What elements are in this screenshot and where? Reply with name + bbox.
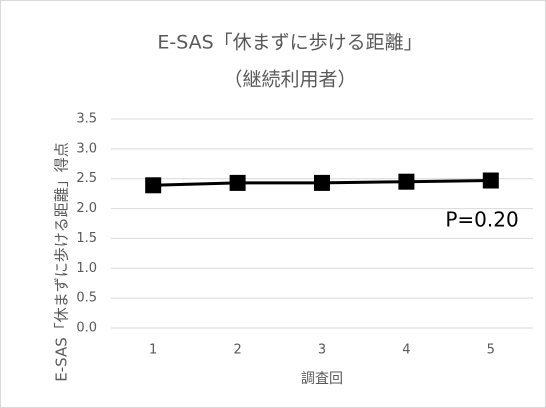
y-tick-label: 0.5 [76,291,97,306]
x-tick-label: 3 [318,343,326,358]
x-tick-label: 5 [487,343,495,358]
y-axis-label: E-SAS「休まずに歩ける距離」得点 [53,142,71,381]
marker [145,177,162,194]
marker [482,172,499,189]
y-tick-label: 3.5 [76,112,97,127]
x-tick-label: 1 [149,343,157,358]
marker [229,174,246,191]
chart-title: E-SAS「休まずに歩ける距離」 [157,32,422,54]
x-tick-label: 4 [402,343,410,358]
marker [314,174,330,191]
chart-subtitle: （継続利用者） [223,69,356,91]
y-tick-label: 1.5 [76,231,97,246]
annotation: P=0.20 [445,208,518,232]
marker [398,173,415,190]
x-axis-label: 調査回 [301,371,343,387]
y-tick-label: 1.0 [76,261,97,276]
y-tick-label: 2.5 [76,171,97,186]
y-tick-label: 3.0 [76,141,97,156]
x-tick-label: 2 [233,343,241,358]
y-tick-label: 0.0 [76,321,97,336]
y-tick-label: 2.0 [76,201,97,216]
